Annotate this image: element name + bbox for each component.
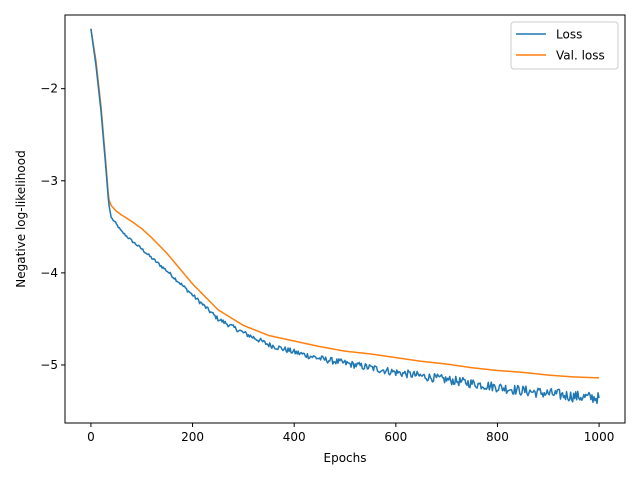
y-tick-label: −4: [40, 266, 58, 280]
x-axis-label: Epochs: [324, 451, 367, 465]
series-line-loss: [90, 28, 600, 405]
x-tick-label: 400: [283, 430, 306, 444]
y-axis-ticks: −5 −4 −3 −2: [40, 82, 65, 372]
legend-label-val-loss: Val. loss: [556, 49, 605, 63]
legend-label-loss: Loss: [556, 28, 582, 42]
legend: Loss Val. loss: [510, 21, 619, 70]
series-line-val-loss: [90, 28, 600, 379]
x-tick-label: 1000: [584, 430, 615, 444]
y-axis-label: Negative log-likelihood: [14, 150, 28, 287]
series-lines: [90, 28, 600, 405]
x-tick-label: 600: [384, 430, 407, 444]
y-tick-label: −3: [40, 174, 58, 188]
y-tick-label: −2: [40, 82, 58, 96]
x-axis-ticks: 0 200 400 600 800 1000: [87, 423, 614, 444]
x-tick-label: 200: [181, 430, 204, 444]
axes-frame: [64, 14, 626, 424]
y-tick-label: −5: [40, 358, 58, 372]
x-tick-label: 0: [87, 430, 95, 444]
x-tick-label: 800: [486, 430, 509, 444]
